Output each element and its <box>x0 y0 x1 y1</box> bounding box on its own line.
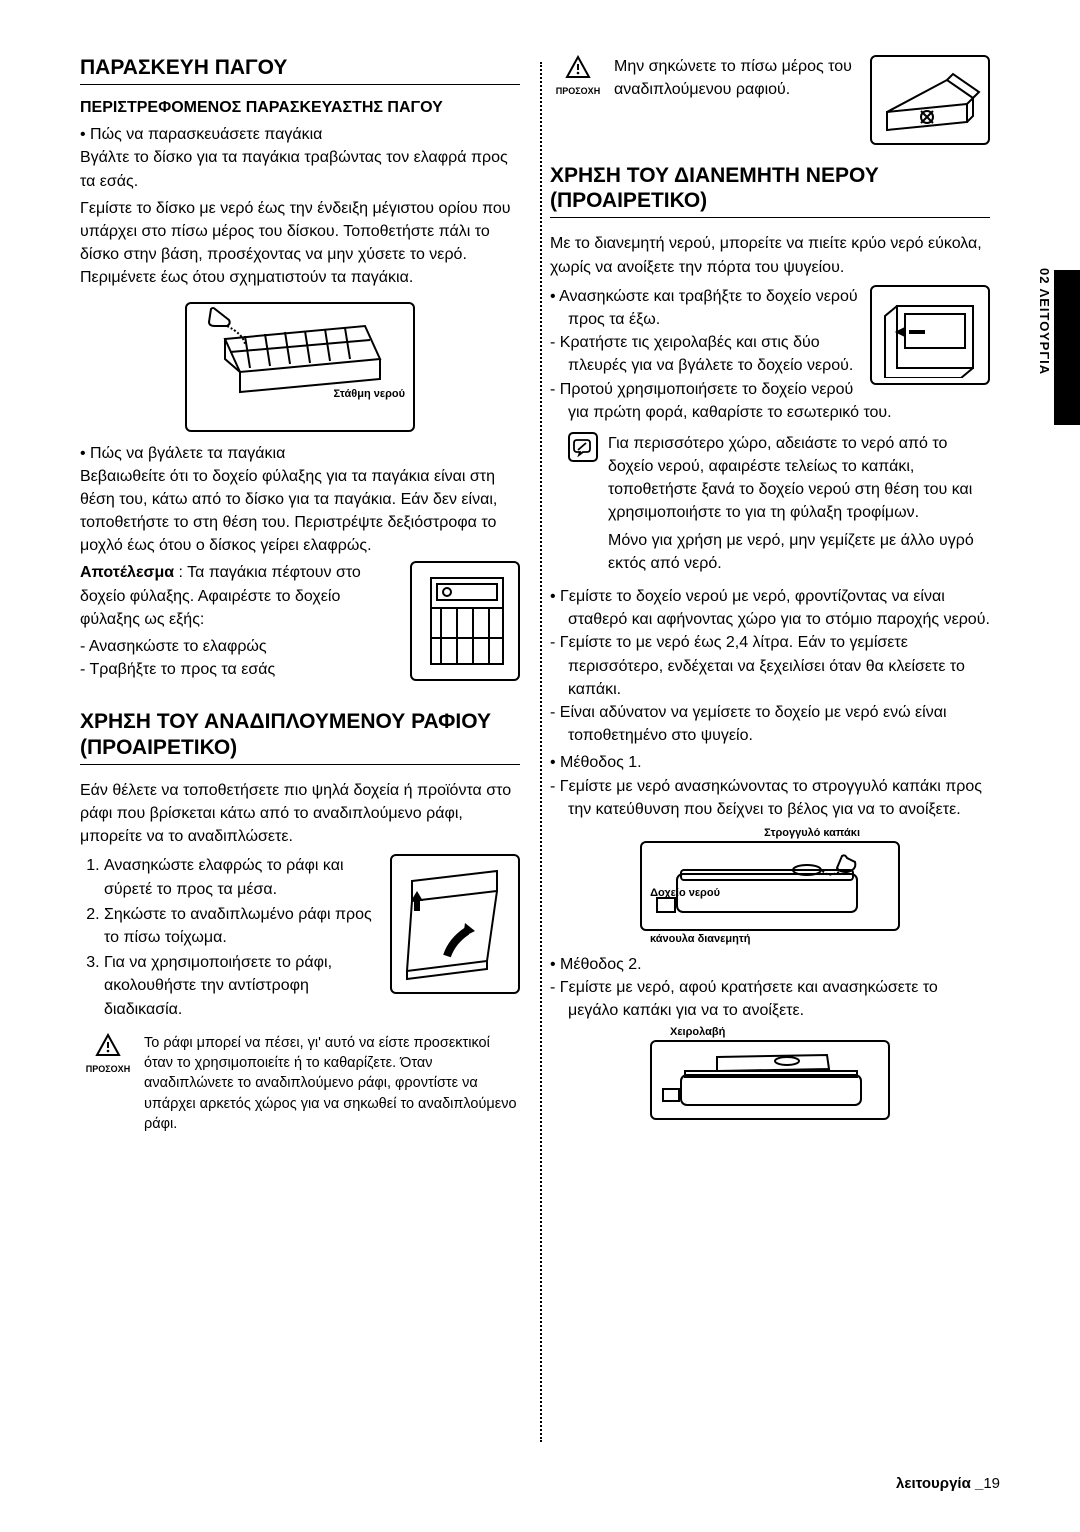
note-icon <box>568 432 598 462</box>
warning-icon <box>95 1033 121 1057</box>
caption-round-lid: Στρογγυλό καπάκι <box>620 827 920 839</box>
note-box: Για περισσότερο χώρο, αδειάστε το νερό α… <box>568 432 990 575</box>
warning-top-right: ΠΡΟΣΟΧΗ Μην σηκώνετε το πίσω μέρος του α… <box>550 55 990 145</box>
warning-text-fold: Το ράφι μπορεί να πέσει, γι' αυτό να είσ… <box>144 1033 520 1134</box>
left-column: ΠΑΡΑΣΚΕΥΗ ΠΑΓΟΥ ΠΕΡΙΣΤΡΕΦΟΜΕΝΟΣ ΠΑΡΑΣΚΕΥ… <box>80 55 520 1134</box>
p-pull-tray: Βγάλτε το δίσκο για τα παγάκια τραβώντας… <box>80 146 520 192</box>
tank-remove-illustration <box>877 292 983 378</box>
p-fold-intro: Εάν θέλετε να τοποθετήσετε πιο ψηλά δοχε… <box>80 779 520 849</box>
dash-method-2: Γεμίστε με νερό, αφού κρατήσετε και ανασ… <box>568 976 990 1022</box>
figure-ice-tray: Στάθμη νερού <box>185 302 415 432</box>
ice-container-illustration <box>417 568 513 674</box>
fold-shelf-illustration <box>397 861 513 987</box>
heading-ice: ΠΑΡΑΣΚΕΥΗ ΠΑΓΟΥ <box>80 55 520 85</box>
bullet-remove-ice: Πώς να βγάλετε τα παγάκια <box>98 442 520 465</box>
side-tab-black <box>1054 270 1080 425</box>
bullet-method-2: Μέθοδος 2. <box>568 953 990 976</box>
warning-fold-shelf: ΠΡΟΣΟΧΗ Το ράφι μπορεί να πέσει, γι' αυτ… <box>80 1033 520 1134</box>
dash-fill-24: Γεμίστε το με νερό έως 2,4 λίτρα. Εάν το… <box>568 631 990 701</box>
column-divider <box>540 62 542 1442</box>
bullet-fill-tank: Γεμίστε το δοχείο νερού με νερό, φροντίζ… <box>568 585 990 631</box>
result-label: Αποτέλεσμα <box>80 564 174 581</box>
figure-tank-method1 <box>640 841 900 931</box>
side-tab-label: 02 ΛΕΙΤΟΥΡΓΙΑ <box>1037 268 1052 375</box>
subheading-rotate: ΠΕΡΙΣΤΡΕΦΟΜΕΝΟΣ ΠΑΡΑΣΚΕΥΑΣΤΗΣ ΠΑΓΟΥ <box>80 99 520 117</box>
figure-water-tank-remove <box>870 285 990 385</box>
caption-tank: Δοχείο νερού <box>650 887 720 899</box>
caption-water-level: Στάθμη νερού <box>334 388 406 400</box>
footer-page: 19 <box>983 1475 1000 1492</box>
shelf-back-illustration <box>877 62 983 138</box>
right-column: ΠΡΟΣΟΧΗ Μην σηκώνετε το πίσω μέρος του α… <box>550 55 990 1134</box>
figure-fold-shelf <box>390 854 520 994</box>
dash-method-1: Γεμίστε με νερό ανασηκώνοντας το στρογγυ… <box>568 775 990 821</box>
figure-shelf-back <box>870 55 990 145</box>
page-footer: λειτουργία _19 <box>896 1475 1000 1492</box>
bullet-make-ice: Πώς να παρασκευάσετε παγάκια <box>98 123 520 146</box>
warning-label: ΠΡΟΣΟΧΗ <box>550 86 606 96</box>
note-text-1: Για περισσότερο χώρο, αδειάστε το νερό α… <box>608 432 990 525</box>
dash-impossible: Είναι αδύνατον να γεμίσετε το δοχείο με … <box>568 701 990 747</box>
tank-m1-illustration <box>647 848 893 924</box>
bullet-method-1: Μέθοδος 1. <box>568 751 990 774</box>
heading-fold-shelf: ΧΡΗΣΗ ΤΟΥ ΑΝΑΔΙΠΛΟΥΜΕΝΟΥ ΡΑΦΙΟΥ (ΠΡΟΑΙΡΕ… <box>80 709 520 764</box>
p-water-intro: Με το διανεμητή νερού, μπορείτε να πιείτ… <box>550 232 990 278</box>
p-fill-tray: Γεμίστε το δίσκο με νερό έως την ένδειξη… <box>80 197 520 290</box>
p-ensure-container: Βεβαιωθείτε ότι το δοχείο φύλαξης για τα… <box>80 465 520 558</box>
warning-label: ΠΡΟΣΟΧΗ <box>80 1064 136 1074</box>
warning-icon <box>565 55 591 79</box>
tank-m2-illustration <box>657 1047 883 1113</box>
caption-handle: Χειρολαβή <box>550 1026 990 1038</box>
footer-label: λειτουργία _ <box>896 1475 983 1492</box>
heading-water-dispenser: ΧΡΗΣΗ ΤΟΥ ΔΙΑΝΕΜΗΤΗ ΝΕΡΟΥ (ΠΡΟΑΙΡΕΤΙΚΟ) <box>550 163 990 218</box>
figure-tank-method2 <box>650 1040 890 1120</box>
warning-top-text: Μην σηκώνετε το πίσω μέρος του αναδιπλού… <box>614 55 862 145</box>
figure-ice-container <box>410 561 520 681</box>
caption-tap: κάνουλα διανεμητή <box>650 933 750 945</box>
note-text-2: Μόνο για χρήση με νερό, μην γεμίζετε με … <box>608 529 990 575</box>
